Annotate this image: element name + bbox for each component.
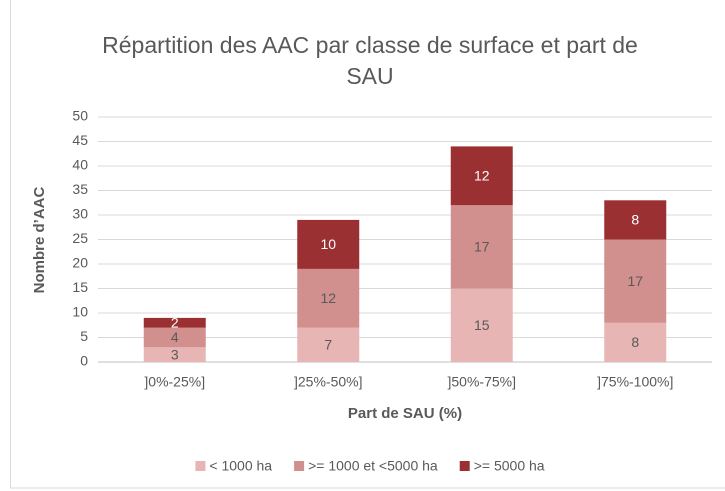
bar-segment [143,327,206,348]
data-label: 17 [474,239,490,255]
bar-segment [604,239,667,323]
data-label: 4 [171,329,179,345]
y-tick-label: 10 [72,304,88,320]
data-label: 12 [320,290,336,306]
legend-swatch [195,461,206,471]
y-tick-label: 15 [72,279,88,295]
y-axis-title: Nombre d’AAC [31,186,48,293]
data-label: 8 [631,334,639,350]
x-tick-label: ]75%-100%] [597,374,673,390]
y-tick-label: 45 [72,132,88,148]
data-label: 10 [320,236,336,252]
data-label: 12 [474,168,490,184]
data-label: 15 [474,317,490,333]
legend-swatch [294,461,305,471]
y-tick-label: 50 [72,108,88,124]
y-tick-label: 25 [72,230,88,246]
bar-segment [297,327,360,362]
x-tick-label: ]50%-75%] [448,374,516,390]
bar-segment [604,200,667,240]
x-tick-label: ]25%-50%] [294,374,362,390]
bar-segment [297,268,360,328]
x-axis-title: Part de SAU (%) [348,405,462,422]
legend-label: >= 1000 et <5000 ha [308,458,438,474]
data-label: 17 [627,273,643,289]
x-tick-label: ]0%-25%] [144,374,205,390]
chart-border [10,0,725,489]
bar-segment [450,146,513,206]
y-tick-label: 5 [80,328,88,344]
y-tick-label: 40 [72,157,88,173]
bar-segment [450,288,513,362]
bar-segment [604,322,667,362]
bar-segment [297,219,360,269]
legend-swatch [459,461,470,471]
data-label: 3 [171,346,179,362]
bar-segment [143,347,206,362]
data-label: 8 [631,212,639,228]
chart-title: Répartition des AAC par classe de surfac… [102,32,638,89]
y-tick-label: 30 [72,206,88,222]
data-label: 7 [324,337,332,353]
y-tick-label: 20 [72,255,88,271]
y-tick-label: 0 [80,353,88,369]
bar-segment [450,205,513,289]
data-label: 2 [171,315,179,331]
y-tick-label: 35 [72,181,88,197]
legend-label: < 1000 ha [209,458,272,474]
legend-label: >= 5000 ha [474,458,545,474]
bar-segment [143,317,206,328]
